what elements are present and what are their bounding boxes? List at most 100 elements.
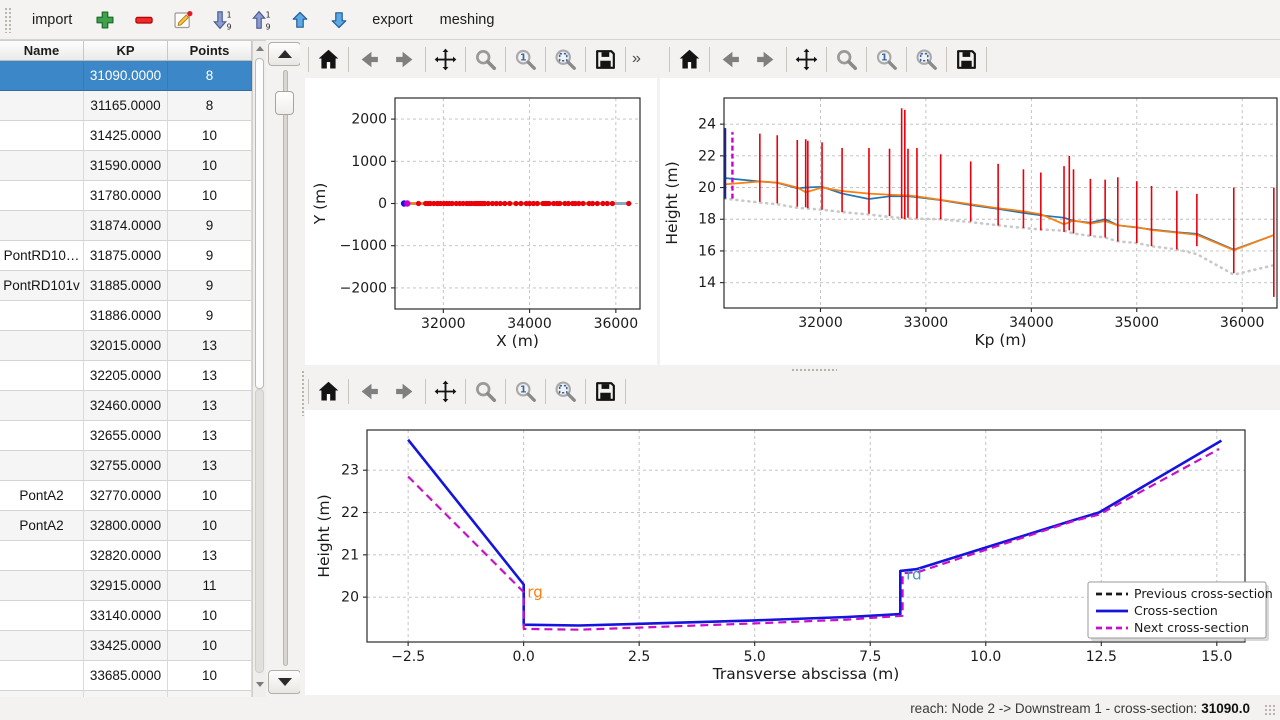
remove-cross-section-button[interactable] <box>129 5 159 35</box>
name-cell[interactable]: PontA2 <box>0 511 84 541</box>
table-row[interactable]: 32820.0000 13 <box>0 541 252 571</box>
table-row[interactable]: 31886.0000 9 <box>0 301 252 331</box>
table-row[interactable]: 32205.0000 13 <box>0 361 252 391</box>
table-row[interactable]: 32460.0000 13 <box>0 391 252 421</box>
points-cell[interactable]: 10 <box>168 151 252 181</box>
name-cell[interactable] <box>0 691 84 697</box>
slider-thumb[interactable] <box>275 91 294 115</box>
slider-up-button[interactable] <box>268 42 301 66</box>
zoom-one-button[interactable]: 1 <box>868 43 905 75</box>
kp-cell[interactable]: 31875.0000 <box>84 241 168 271</box>
kp-cell[interactable]: 31590.0000 <box>84 151 168 181</box>
table-row[interactable]: 31165.0000 8 <box>0 91 252 121</box>
edit-cross-section-button[interactable] <box>168 5 198 35</box>
kp-cell[interactable]: 33925.0000 <box>84 691 168 697</box>
points-cell[interactable]: 9 <box>168 211 252 241</box>
name-cell[interactable] <box>0 541 84 571</box>
points-cell[interactable]: 13 <box>168 361 252 391</box>
points-cell[interactable]: 10 <box>168 511 252 541</box>
kp-cell[interactable]: 31425.0000 <box>84 121 168 151</box>
table-row[interactable]: 33425.0000 10 <box>0 631 252 661</box>
kp-cell[interactable]: 32460.0000 <box>84 391 168 421</box>
points-cell[interactable]: 13 <box>168 421 252 451</box>
import-button[interactable]: import <box>23 8 81 32</box>
table-row[interactable]: 31780.0000 10 <box>0 181 252 211</box>
name-cell[interactable]: PontRD101v <box>0 271 84 301</box>
table-row[interactable]: 31590.0000 10 <box>0 151 252 181</box>
name-cell[interactable] <box>0 661 84 691</box>
back-button[interactable] <box>350 43 387 75</box>
horizontal-splitter[interactable] <box>305 365 1280 375</box>
save-button[interactable] <box>948 43 985 75</box>
kp-cell[interactable]: 32770.0000 <box>84 481 168 511</box>
name-cell[interactable] <box>0 631 84 661</box>
kp-cell[interactable]: 32820.0000 <box>84 541 168 571</box>
home-button[interactable] <box>671 43 708 75</box>
pan-button[interactable] <box>788 43 825 75</box>
meshing-button[interactable]: meshing <box>431 8 504 32</box>
cross-section-plot[interactable]: −2.5 0.0 2.5 5.0 7.5 10.0 12.5 15.0 20 21 22 23 rg rd… <box>305 410 1280 695</box>
points-cell[interactable]: 10 <box>168 121 252 151</box>
table-row[interactable]: 31090.0000 8 <box>0 61 252 91</box>
toolbar-overflow-chevron[interactable]: » <box>632 50 641 67</box>
table-row[interactable]: 33140.0000 10 <box>0 601 252 631</box>
zoom-button[interactable] <box>828 43 865 75</box>
name-cell[interactable] <box>0 451 84 481</box>
table-row[interactable]: 32755.0000 13 <box>0 451 252 481</box>
points-cell[interactable]: 10 <box>168 181 252 211</box>
name-cell[interactable] <box>0 421 84 451</box>
save-button[interactable] <box>587 375 624 407</box>
longitudinal-profile-plot[interactable]: 32000 33000 34000 35000 36000 14 16 18 20 22 24 Kp … <box>660 78 1280 365</box>
table-row[interactable]: 32655.0000 13 <box>0 421 252 451</box>
points-cell[interactable]: 10 <box>168 631 252 661</box>
column-header-kp[interactable]: KP <box>84 41 168 60</box>
home-button[interactable] <box>310 43 347 75</box>
slider-groove[interactable] <box>283 70 288 666</box>
vertical-splitter[interactable] <box>300 40 306 697</box>
table-row[interactable]: 31425.0000 10 <box>0 121 252 151</box>
name-cell[interactable] <box>0 601 84 631</box>
kp-cell[interactable]: 32015.0000 <box>84 331 168 361</box>
add-cross-section-button[interactable] <box>90 5 120 35</box>
points-cell[interactable]: 13 <box>168 331 252 361</box>
table-scrollbar[interactable] <box>252 40 266 697</box>
kp-cell[interactable]: 32655.0000 <box>84 421 168 451</box>
zoom-fit-button[interactable] <box>547 43 584 75</box>
plan-view-plot[interactable]: 32000 34000 36000 −2000 −1000 0 1000 2000 X (m) Y… <box>305 78 657 365</box>
name-cell[interactable] <box>0 121 84 151</box>
points-cell[interactable]: 9 <box>168 271 252 301</box>
zoom-fit-button[interactable] <box>547 375 584 407</box>
name-cell[interactable] <box>0 211 84 241</box>
scrollbar-up-icon[interactable] <box>253 42 266 55</box>
forward-button[interactable] <box>387 43 424 75</box>
points-cell[interactable]: 11 <box>168 571 252 601</box>
kp-cell[interactable]: 33425.0000 <box>84 631 168 661</box>
zoom-one-button[interactable]: 1 <box>507 43 544 75</box>
kp-cell[interactable]: 32755.0000 <box>84 451 168 481</box>
scrollbar-thumb[interactable] <box>255 58 264 389</box>
column-header-name[interactable]: Name <box>0 41 84 60</box>
zoom-button[interactable] <box>467 375 504 407</box>
kp-cell[interactable]: 31165.0000 <box>84 91 168 121</box>
points-cell[interactable]: 8 <box>168 91 252 121</box>
name-cell[interactable] <box>0 151 84 181</box>
points-cell[interactable]: 13 <box>168 451 252 481</box>
scrollbar-down-icon[interactable] <box>253 678 266 691</box>
points-cell[interactable]: 10 <box>168 661 252 691</box>
kp-cell[interactable]: 32915.0000 <box>84 571 168 601</box>
table-row[interactable]: 31874.0000 9 <box>0 211 252 241</box>
pan-button[interactable] <box>427 375 464 407</box>
kp-cell[interactable]: 33140.0000 <box>84 601 168 631</box>
slider-down-button[interactable] <box>268 670 301 694</box>
kp-cell[interactable]: 31090.0000 <box>84 61 168 91</box>
points-cell[interactable]: 10 <box>168 691 252 697</box>
table-row[interactable]: 32015.0000 13 <box>0 331 252 361</box>
back-button[interactable] <box>350 375 387 407</box>
pan-button[interactable] <box>427 43 464 75</box>
name-cell[interactable] <box>0 361 84 391</box>
zoom-fit-button[interactable] <box>908 43 945 75</box>
kp-cell[interactable]: 32800.0000 <box>84 511 168 541</box>
